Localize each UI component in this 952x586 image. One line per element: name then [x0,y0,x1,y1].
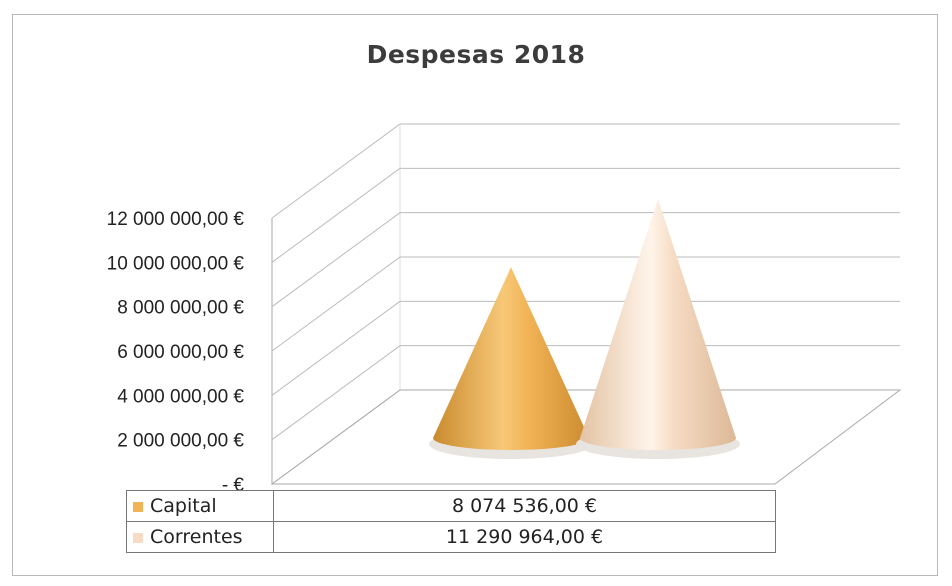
y-tick-label-6: 12 000 000,00 € [107,209,245,230]
gridline-diagonal-4 [271,212,401,308]
table-row: Capital 8 074 536,00 € [126,490,776,522]
data-table: Capital 8 074 536,00 € Correntes 11 290 … [126,490,776,553]
cone-capital [429,267,593,459]
y-tick-label-2: 4 000 000,00 € [117,386,244,407]
chart-title: Despesas 2018 [366,40,586,69]
gridline-diagonal-1 [271,345,401,441]
y-tick-label-4: 8 000 000,00 € [117,298,244,319]
legend-label-correntes: Correntes [150,526,243,548]
gridline-diagonal-5 [271,167,401,263]
table-row: Correntes 11 290 964,00 € [126,521,776,553]
gridline-diagonal-3 [271,256,401,352]
cone-body-1 [580,199,736,450]
legend-swatch-correntes [133,532,143,543]
gridline-diagonal-6 [271,123,401,219]
gridline-diagonal-2 [271,300,401,396]
data-label-correntes: 11 290 964,00 € [273,521,776,553]
y-tick-label-3: 6 000 000,00 € [117,342,244,363]
y-tick-label-1: 2 000 000,00 € [117,431,244,452]
legend-swatch-capital [133,501,143,512]
data-label-capital: 8 074 536,00 € [273,490,776,522]
chart-floor [270,389,902,485]
y-tick-label-5: 10 000 000,00 € [107,253,245,274]
chart-frame [12,14,938,576]
legend-label-capital: Capital [150,495,217,517]
cone-body-0 [433,267,589,450]
cone-correntes [576,199,740,459]
